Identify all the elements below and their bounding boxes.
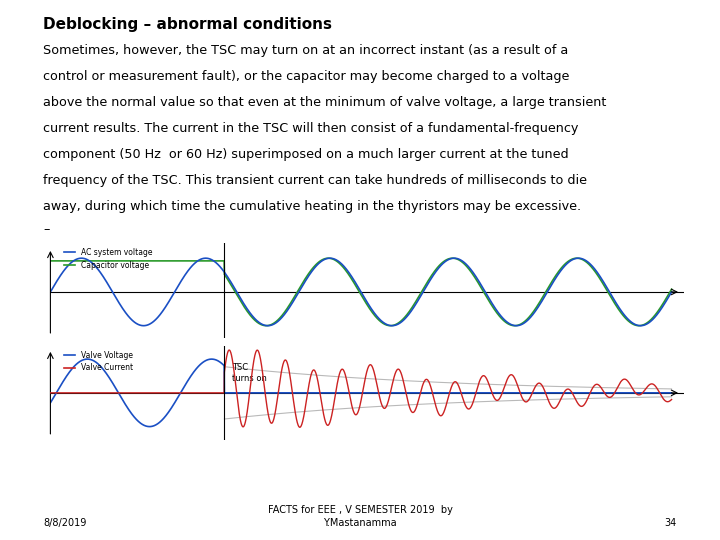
Text: 8/8/2019: 8/8/2019 [43, 518, 86, 528]
Text: control or measurement fault), or the capacitor may become charged to a voltage: control or measurement fault), or the ca… [43, 70, 570, 83]
Text: Deblocking – abnormal conditions: Deblocking – abnormal conditions [43, 17, 332, 32]
Text: frequency of the TSC. This transient current can take hundreds of milliseconds t: frequency of the TSC. This transient cur… [43, 174, 588, 187]
Text: 34: 34 [665, 518, 677, 528]
Legend: Valve Voltage, Valve Current: Valve Voltage, Valve Current [60, 348, 136, 375]
Text: current results. The current in the TSC will then consist of a fundamental-frequ: current results. The current in the TSC … [43, 122, 579, 135]
Legend: AC system voltage, Capacitor voltage: AC system voltage, Capacitor voltage [60, 245, 156, 273]
Text: FACTS for EEE , V SEMESTER 2019  by
Y.Mastanamma: FACTS for EEE , V SEMESTER 2019 by Y.Mas… [268, 505, 452, 528]
Text: –: – [43, 223, 50, 236]
Text: away, during which time the cumulative heating in the thyristors may be excessiv: away, during which time the cumulative h… [43, 200, 581, 213]
Text: component (50 Hz  or 60 Hz) superimposed on a much larger current at the tuned: component (50 Hz or 60 Hz) superimposed … [43, 148, 569, 161]
Text: above the normal value so that even at the minimum of valve voltage, a large tra: above the normal value so that even at t… [43, 96, 606, 109]
Text: TSC
turns on: TSC turns on [232, 363, 266, 382]
Text: Sometimes, however, the TSC may turn on at an incorrect instant (as a result of : Sometimes, however, the TSC may turn on … [43, 44, 569, 57]
